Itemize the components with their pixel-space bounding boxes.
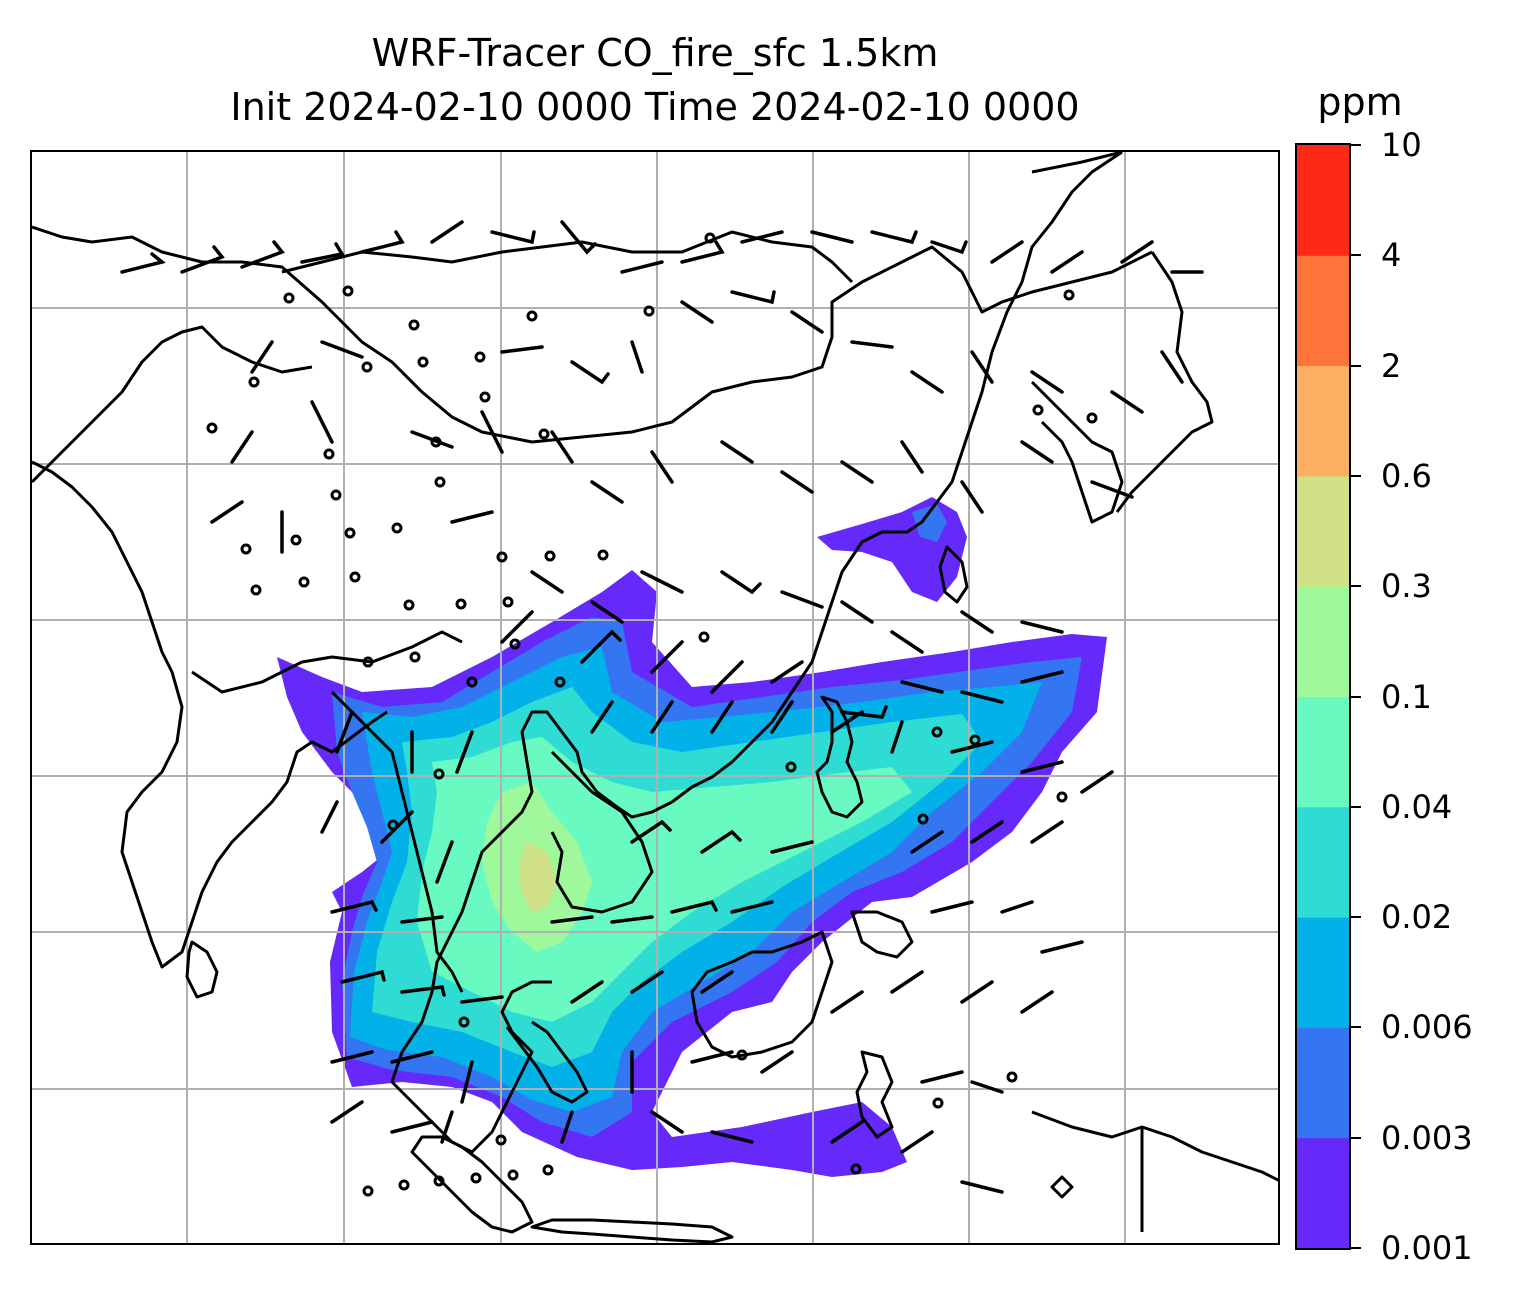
coastline-korea bbox=[1030, 380, 1124, 524]
colorbar-swatch bbox=[1297, 255, 1349, 367]
border-pakistan bbox=[32, 325, 313, 484]
colorbar-swatch bbox=[1297, 1027, 1349, 1139]
colorbar-tick-mark bbox=[1351, 585, 1361, 588]
colorbar-tick-mark bbox=[1351, 1136, 1361, 1139]
coastline-indochina bbox=[390, 710, 673, 1154]
coastline-sulawesi bbox=[855, 1050, 894, 1139]
map-panel bbox=[30, 150, 1280, 1245]
colorbar-swatch bbox=[1297, 696, 1349, 808]
border-central-asia bbox=[32, 225, 1153, 444]
chart-title-line2: Init 2024-02-10 0000 Time 2024-02-10 000… bbox=[230, 85, 1080, 129]
coastline-srilanka bbox=[185, 940, 219, 999]
colorbar bbox=[1295, 143, 1351, 1250]
coastlines bbox=[32, 152, 1278, 1243]
border-tibet bbox=[191, 630, 463, 694]
colorbar-tick-label: 0.003 bbox=[1381, 1118, 1473, 1157]
colorbar-swatch bbox=[1297, 365, 1349, 477]
map-canvas bbox=[32, 152, 1278, 1243]
coastline-china-east bbox=[671, 152, 1123, 804]
colorbar-tick-label: 0.6 bbox=[1381, 456, 1432, 495]
colorbar-unit-label: ppm bbox=[1317, 80, 1403, 124]
colorbar-swatches bbox=[1297, 145, 1349, 1249]
colorbar-swatch bbox=[1297, 475, 1349, 587]
coastline-sumatra bbox=[410, 1135, 534, 1234]
colorbar-tick-label: 0.02 bbox=[1381, 898, 1453, 937]
coastline-java bbox=[530, 1218, 734, 1243]
colorbar-tick-label: 10 bbox=[1381, 126, 1422, 164]
border-mongolia bbox=[281, 230, 854, 284]
colorbar-tick-mark bbox=[1351, 805, 1361, 808]
colorbar-tick-mark bbox=[1351, 916, 1361, 919]
colorbar-tick-mark bbox=[1351, 144, 1361, 146]
wind-barbs bbox=[120, 220, 1204, 1194]
colorbar-tick-mark bbox=[1351, 364, 1361, 367]
colorbar-tick-label: 0.006 bbox=[1381, 1008, 1473, 1047]
coastline-india bbox=[32, 460, 388, 969]
colorbar-swatch bbox=[1297, 917, 1349, 1028]
coastline-malaya bbox=[505, 1020, 589, 1104]
coastline-japan bbox=[1115, 251, 1214, 513]
field-level-0.3 bbox=[519, 842, 557, 912]
colorbar-tick-label: 0.1 bbox=[1381, 677, 1432, 716]
colorbar-swatch bbox=[1297, 806, 1349, 918]
colorbar-tick-mark bbox=[1351, 254, 1361, 257]
colorbar-tick-label: 0.04 bbox=[1381, 787, 1453, 826]
map-gridlines bbox=[32, 152, 1278, 1243]
coastline-mindanao bbox=[850, 910, 914, 959]
colorbar-swatch bbox=[1297, 145, 1349, 256]
colorbar-tick-label: 4 bbox=[1381, 236, 1402, 275]
coastline-luzon bbox=[815, 695, 864, 819]
chart-title-line1: WRF-Tracer CO_fire_sfc 1.5km bbox=[371, 31, 939, 75]
coastline-mekong bbox=[550, 750, 654, 914]
coastline-myanmar bbox=[330, 690, 464, 993]
coastline-taiwan bbox=[938, 545, 969, 604]
colorbar-tick-mark bbox=[1351, 1026, 1361, 1029]
colorbar-swatch bbox=[1297, 586, 1349, 697]
colorbar-tick-label: 0.001 bbox=[1381, 1229, 1473, 1267]
colorbar-tick-label: 0.3 bbox=[1381, 567, 1432, 606]
calm-wind-markers bbox=[206, 232, 1098, 1197]
colorbar-tick-label: 2 bbox=[1381, 346, 1402, 385]
colorbar-tick-mark bbox=[1351, 474, 1361, 477]
coastline-newguinea bbox=[1031, 1110, 1278, 1232]
colorbar-tick-mark bbox=[1351, 695, 1361, 698]
colorbar-tick-mark bbox=[1351, 1247, 1361, 1249]
colorbar-swatch bbox=[1297, 1137, 1349, 1249]
